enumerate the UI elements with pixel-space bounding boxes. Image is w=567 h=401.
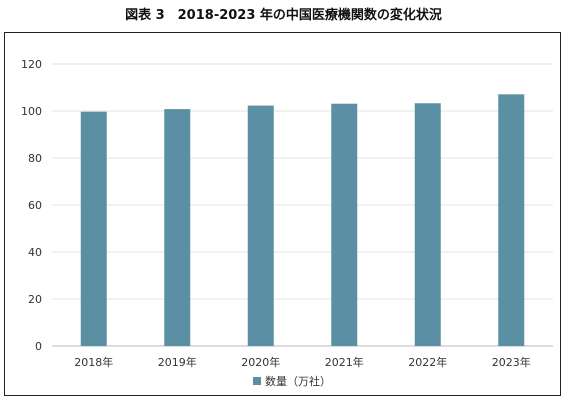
y-tick-label: 40	[28, 246, 42, 259]
bar-2020年	[247, 105, 274, 346]
x-tick-label: 2022年	[408, 355, 447, 369]
y-tick-label: 60	[28, 199, 42, 212]
y-tick-label: 120	[21, 58, 42, 71]
legend-swatch	[253, 377, 261, 385]
chart-frame	[4, 32, 561, 396]
legend-label: 数量（万社）	[265, 374, 331, 388]
y-tick-label: 20	[28, 293, 42, 306]
x-tick-label: 2021年	[325, 355, 364, 369]
x-tick-label: 2019年	[158, 355, 197, 369]
x-tick-label: 2020年	[241, 355, 280, 369]
x-tick-label: 2023年	[492, 355, 531, 369]
bar-2021年	[331, 103, 358, 346]
y-tick-label: 80	[28, 152, 42, 165]
chart-title: 図表 3 2018-2023 年の中国医療機関数の変化状況	[125, 8, 442, 23]
bar-2023年	[498, 94, 525, 346]
y-tick-label: 100	[21, 105, 42, 118]
bar-2019年	[164, 109, 191, 347]
x-tick-label: 2018年	[74, 355, 113, 369]
bar-2022年	[414, 103, 441, 347]
bar-2018年	[80, 111, 107, 346]
y-tick-label: 0	[35, 340, 42, 353]
